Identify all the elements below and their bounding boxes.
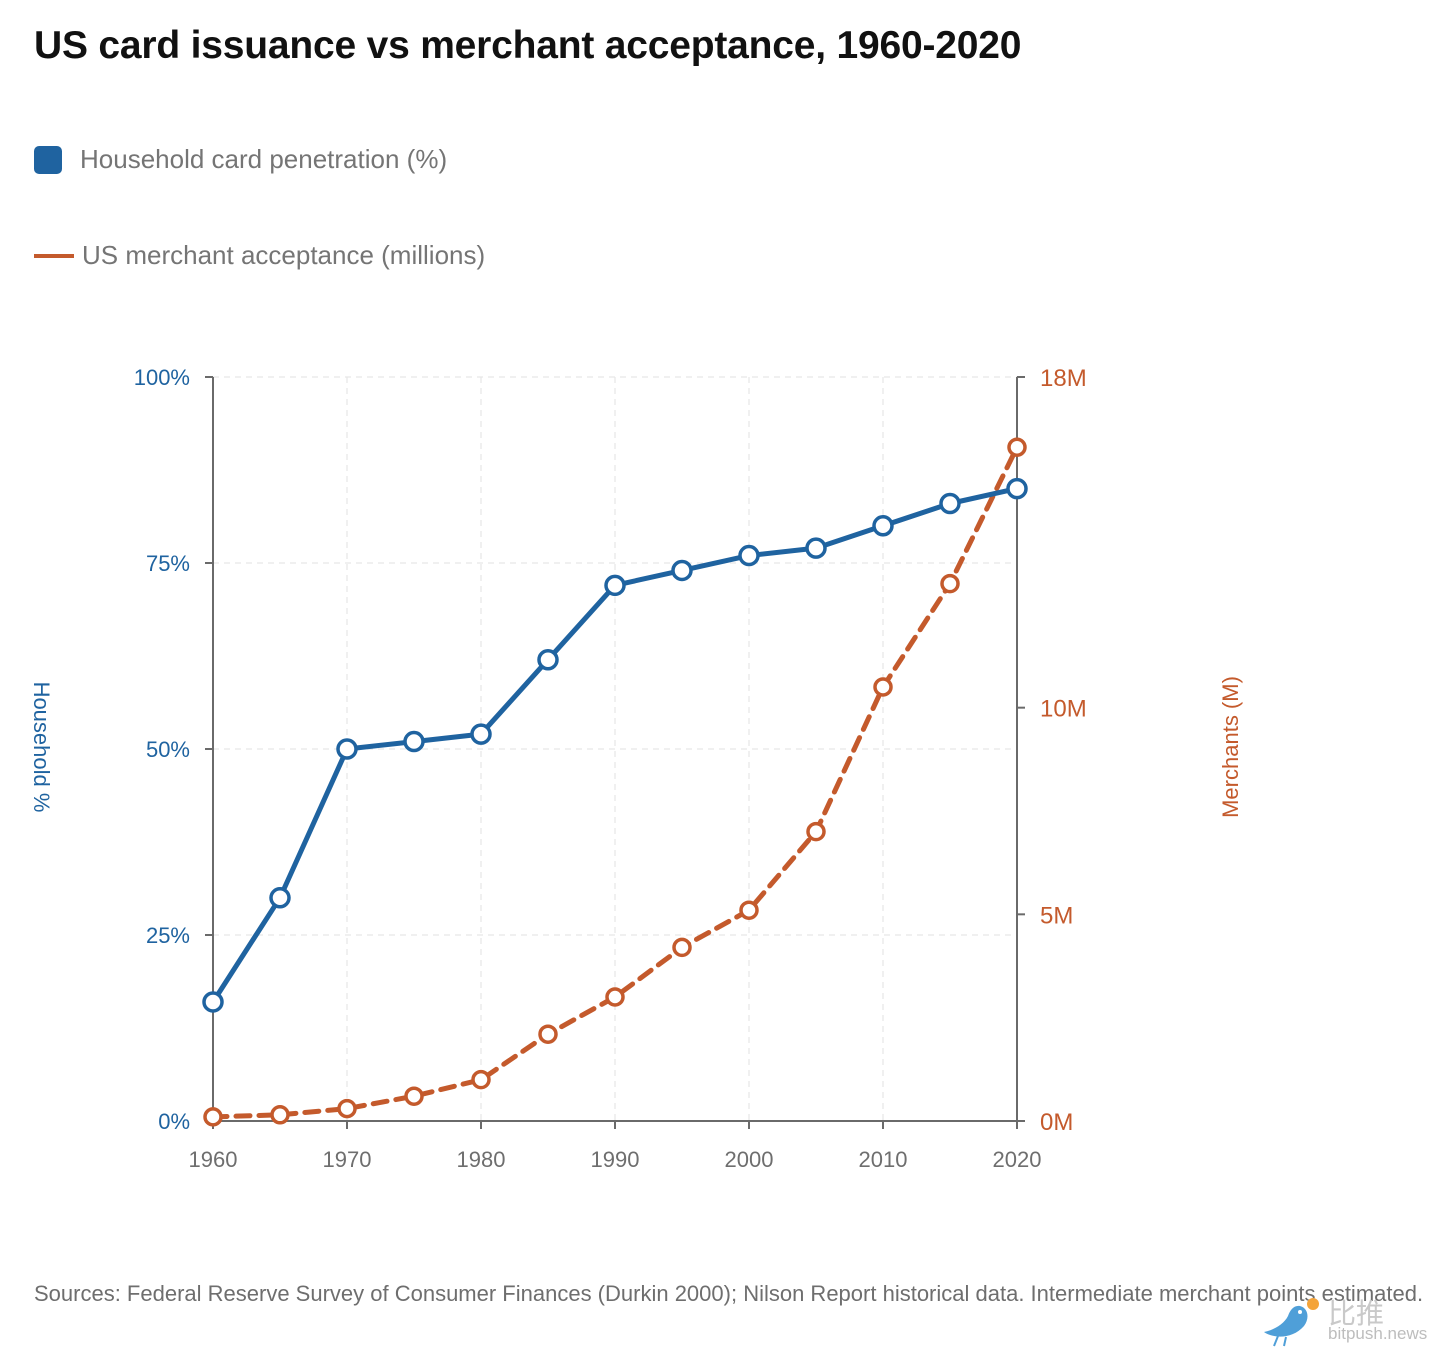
series-merchant [203,437,1027,1127]
merchant-point [270,1105,290,1125]
household-point [537,648,559,671]
household-point [1006,477,1028,500]
axes [205,376,1025,1129]
watermark-brand: 比推 [1328,1298,1385,1329]
y-right-tick-label: 18M [1040,365,1087,392]
merchant-point [806,821,826,842]
y-right-tick-label: 5M [1040,902,1073,929]
merchant-point [739,900,759,920]
watermark: 比推 bitpush.news [1258,1290,1438,1350]
merchant-point [538,1024,558,1044]
chart-title: US card issuance vs merchant acceptance,… [34,24,1022,67]
y-axis-left-title: Household % [29,682,54,813]
y-left-tick-label: 50% [146,737,190,762]
merchant-point [203,1107,223,1127]
legend-item-household[interactable]: Household card penetration (%) [34,144,447,175]
legend-label-merchant: US merchant acceptance (millions) [82,240,486,270]
series-household [202,477,1028,1013]
y-right-tick-label: 0M [1040,1109,1073,1136]
household-point [269,887,291,909]
x-tick-label: 1980 [457,1147,506,1172]
household-point [939,492,961,515]
legend-label-household: Household card penetration (%) [80,144,448,174]
axis-labels: 1960 1970 1980 1990 2000 2010 2020 0% 25% 50% 75% 1… [29,365,1243,1172]
source-note: Sources: Federal Reserve Survey of Consu… [34,1281,1424,1306]
merchant-point [337,1098,357,1119]
household-point [604,574,626,597]
household-point [872,515,894,537]
merchant-point [471,1069,491,1090]
legend-swatch-line-icon [34,253,74,258]
merchant-point [672,937,692,958]
series-group [202,437,1028,1127]
x-tick-label: 1970 [323,1147,372,1172]
household-point [470,723,492,745]
merchant-point [1007,437,1027,458]
x-tick-label: 2020 [993,1147,1042,1172]
household-point [202,991,224,1013]
merchant-point [940,573,960,594]
y-left-tick-label: 0% [158,1109,190,1134]
y-left-tick-label: 25% [146,923,190,948]
merchant-point [873,677,893,697]
x-tick-label: 2000 [725,1147,774,1172]
y-right-tick-label: 10M [1040,696,1087,723]
watermark-url: bitpush.news [1328,1324,1428,1343]
x-tick-label: 1990 [591,1147,640,1172]
merchant-point [605,987,625,1007]
merchant-point [404,1086,424,1106]
household-point [403,730,425,753]
x-tick-label: 2010 [859,1147,908,1172]
grid-lines [213,376,1017,1121]
y-left-tick-label: 100% [134,365,190,390]
household-point [805,537,827,559]
x-tick-label: 1960 [189,1147,238,1172]
household-point [671,559,693,582]
y-left-tick-label: 75% [146,551,190,576]
household-point [336,738,358,760]
household-point [738,544,760,567]
legend-item-merchant[interactable]: US merchant acceptance (millions) [34,240,485,271]
bird-logo-icon [1264,1298,1319,1347]
legend-swatch-square-icon [34,145,62,174]
y-axis-right-title: Merchants (M) [1218,676,1243,818]
